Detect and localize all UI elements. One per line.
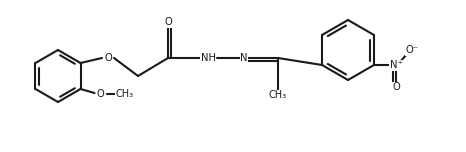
Text: CH₃: CH₃ bbox=[269, 90, 287, 100]
Text: NH: NH bbox=[200, 53, 215, 63]
Text: N⁺: N⁺ bbox=[390, 60, 402, 70]
Text: O: O bbox=[164, 17, 172, 27]
Text: O: O bbox=[392, 82, 400, 92]
Text: N: N bbox=[240, 53, 248, 63]
Text: O: O bbox=[96, 89, 104, 99]
Text: O⁻: O⁻ bbox=[405, 45, 418, 55]
Text: CH₃: CH₃ bbox=[116, 89, 134, 99]
Text: O: O bbox=[104, 53, 112, 63]
